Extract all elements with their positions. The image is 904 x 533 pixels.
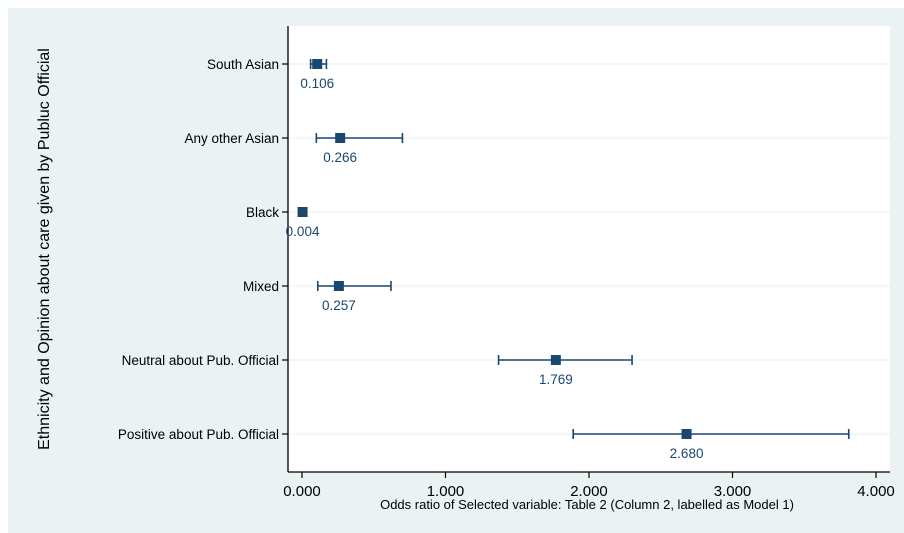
x-axis-title: Odds ratio of Selected variable: Table 2… (380, 497, 794, 512)
x-axis-ticks: 0.000 1.000 2.000 3.000 4.000 (283, 472, 895, 500)
x-tick-label: 1.000 (427, 483, 465, 500)
category-label: Black (246, 205, 279, 220)
point-estimate (297, 207, 308, 217)
chart-frame: South Asian Any other Asian Black Mixed Neut… (8, 8, 904, 533)
point-estimate (335, 133, 346, 143)
x-tick-label: 2.000 (570, 483, 608, 500)
estimate-value-label: 0.004 (286, 224, 320, 239)
odds-ratio-chart: South Asian Any other Asian Black Mixed Neut… (36, 26, 895, 512)
point-estimate (312, 59, 323, 69)
estimate-value-label: 0.257 (322, 298, 356, 313)
x-tick-label: 4.000 (857, 483, 895, 500)
category-label: Any other Asian (184, 131, 279, 146)
category-label: South Asian (207, 57, 279, 72)
point-estimate (333, 281, 344, 291)
estimate-value-label: 2.680 (670, 446, 704, 461)
x-tick-label: 3.000 (714, 483, 752, 500)
y-axis-ticks: South Asian Any other Asian Black Mixed Neut… (118, 57, 288, 442)
category-label: Mixed (243, 279, 279, 294)
category-label: Positive about Pub. Official (118, 427, 279, 442)
category-label: Neutral about Pub. Official (122, 353, 279, 368)
estimate-value-label: 0.266 (323, 150, 357, 165)
x-tick-label: 0.000 (283, 483, 321, 500)
estimate-series: 0.106 0.266 0.004 0.257 1.769 2.680 (286, 59, 850, 461)
point-estimate (681, 429, 692, 439)
y-axis-title: Ethnicity and Opinion about care given b… (36, 48, 53, 450)
estimate-value-label: 0.106 (300, 76, 334, 91)
point-estimate (550, 355, 561, 365)
plot-region (288, 26, 890, 472)
estimate-value-label: 1.769 (539, 372, 573, 387)
